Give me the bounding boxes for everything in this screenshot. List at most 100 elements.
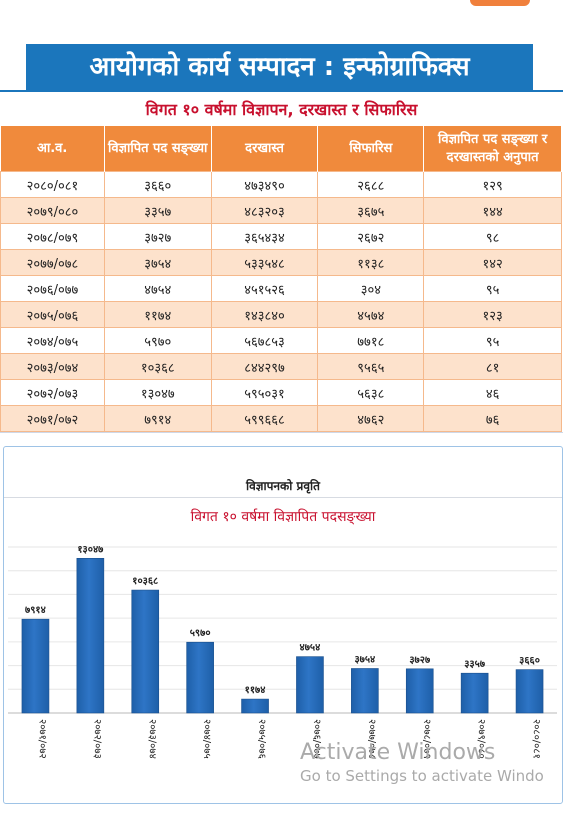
chart-bar bbox=[241, 698, 269, 714]
chart-bar bbox=[76, 557, 105, 714]
bar-value-label: १३०४७ bbox=[77, 544, 104, 555]
cell-applications: ५३३५४८ bbox=[210, 249, 319, 276]
cell-applications: ३६५४३४ bbox=[210, 223, 319, 250]
chart-title: विज्ञापनको प्रवृति bbox=[245, 479, 320, 493]
cell-ratio: ९८ bbox=[423, 223, 562, 250]
bar-value-label: ५९७० bbox=[190, 628, 211, 639]
cell-ratio: ९५ bbox=[423, 275, 562, 302]
cell-ratio: ७६ bbox=[423, 405, 562, 432]
bar-value-label: १०३६८ bbox=[132, 576, 158, 587]
table-row: २०७४/०७५ ५९७० ५६७८५३ ७७१८ ९५ bbox=[0, 327, 562, 354]
table-row: २०७८/०७९ ३७२७ ३६५४३४ २६७२ ९८ bbox=[0, 223, 562, 250]
cell-applications: ५९५०३१ bbox=[210, 379, 319, 406]
cell-applications: १४३८४० bbox=[210, 301, 319, 328]
stats-table: आ.व. विज्ञापित पद सङ्ख्या दरखास्त सिफारि… bbox=[0, 126, 562, 432]
cell-advertised-posts: ११७४ bbox=[103, 301, 212, 328]
cell-ratio: १४२ bbox=[423, 249, 562, 276]
cell-fiscal-year: २०८०/०८१ bbox=[0, 171, 105, 198]
x-tick-label: २०८०/०८१ bbox=[531, 719, 542, 759]
cell-fiscal-year: २०७७/०७८ bbox=[0, 249, 105, 276]
cell-fiscal-year: २०७५/०७६ bbox=[0, 301, 105, 328]
chart-bar bbox=[351, 668, 379, 714]
cell-advertised-posts: १०३६८ bbox=[103, 353, 212, 380]
table-row: २०७२/०७३ १३०४७ ५९५०३१ ५६३८ ४६ bbox=[0, 379, 562, 406]
x-tick-label: २०७२/०७३ bbox=[91, 719, 102, 759]
cell-ratio: ९५ bbox=[423, 327, 562, 354]
cell-advertised-posts: ३७५४ bbox=[103, 249, 212, 276]
cell-advertised-posts: ३७२७ bbox=[103, 223, 212, 250]
bar-value-label: ७९१४ bbox=[25, 605, 46, 616]
table-header-row: आ.व. विज्ञापित पद सङ्ख्या दरखास्त सिफारि… bbox=[0, 126, 562, 172]
cell-recommendations: ७७१८ bbox=[317, 327, 425, 354]
chart-bar bbox=[131, 589, 160, 714]
x-tick-label: २०७६/०७७ bbox=[311, 719, 322, 759]
header-advertised-posts: विज्ञापित पद सङ्ख्या bbox=[104, 126, 212, 172]
cell-recommendations: ५६३८ bbox=[317, 379, 425, 406]
header-applications: दरखास्त bbox=[211, 126, 319, 172]
cell-recommendations: २६८८ bbox=[317, 171, 425, 198]
x-tick-label: २०७५/०७६ bbox=[256, 719, 267, 759]
chart-bar bbox=[405, 668, 434, 714]
x-tick-label: २०७९/०८० bbox=[476, 719, 487, 759]
table-row: २०८०/०८१ ३६६० ४७३४९० २६८८ १२९ bbox=[0, 171, 562, 198]
table-subtitle: विगत १० वर्षमा विज्ञापन, दरखास्त र सिफार… bbox=[145, 100, 418, 119]
table-row: २०७१/०७२ ७९१४ ५९९६६८ ४७६२ ७६ bbox=[0, 405, 562, 432]
watermark-line1: Activate Windows bbox=[300, 740, 496, 765]
cell-applications: ४८३२०३ bbox=[210, 197, 319, 224]
chart-bar bbox=[21, 618, 50, 714]
table-divider bbox=[0, 432, 563, 433]
bar-value-label: ३७२७ bbox=[409, 655, 431, 666]
cell-advertised-posts: ७९१४ bbox=[103, 405, 212, 432]
bar-chart-panel: विज्ञापनको प्रवृति विगत १० वर्षमा विज्ञा… bbox=[3, 446, 563, 804]
chart-subtitle: विगत १० वर्षमा विज्ञापित पदसङ्ख्या bbox=[190, 509, 376, 525]
cell-applications: ५९९६६८ bbox=[210, 405, 319, 432]
x-tick-label: २०७८/०७९ bbox=[421, 719, 432, 759]
windows-activation-watermark: Activate Windows Go to Settings to activ… bbox=[300, 740, 544, 785]
top-decoration bbox=[470, 0, 530, 6]
cell-fiscal-year: २०७२/०७३ bbox=[0, 379, 105, 406]
bar-chart: ७९१४ २०७१/०७२ १३०४७ २०७२/०७३ १०३६८ २०७३/०७४ ५९… bbox=[8, 544, 557, 759]
cell-fiscal-year: २०७३/०७४ bbox=[0, 353, 105, 380]
chart-bar bbox=[296, 656, 324, 714]
table-row: २०७६/०७७ ४७५४ ४५१५२६ ३०४ ९५ bbox=[0, 275, 562, 302]
cell-ratio: ८१ bbox=[423, 353, 562, 380]
cell-recommendations: २६७२ bbox=[317, 223, 425, 250]
banner-underline bbox=[0, 90, 563, 92]
header-fiscal-year: आ.व. bbox=[0, 126, 105, 172]
chart-bar bbox=[515, 669, 544, 714]
x-tick-label: २०७१/०७२ bbox=[36, 719, 47, 759]
cell-ratio: १२९ bbox=[423, 171, 562, 198]
bar-value-label: ११७४ bbox=[245, 685, 266, 696]
cell-fiscal-year: २०७४/०७५ bbox=[0, 327, 105, 354]
cell-advertised-posts: ४७५४ bbox=[103, 275, 212, 302]
cell-ratio: ४६ bbox=[423, 379, 562, 406]
cell-applications: ५६७८५३ bbox=[210, 327, 319, 354]
bar-value-label: ३७५४ bbox=[354, 654, 375, 665]
cell-recommendations: ४५७४ bbox=[317, 301, 425, 328]
x-tick-label: २०७७/०७८ bbox=[366, 719, 377, 759]
cell-advertised-posts: १३०४७ bbox=[103, 379, 212, 406]
page-banner-title: आयोगको कार्य सम्पादन : इन्फोग्राफिक्स bbox=[26, 44, 533, 90]
table-row: २०७७/०७८ ३७५४ ५३३५४८ ११३८ १४२ bbox=[0, 249, 562, 276]
cell-ratio: १४४ bbox=[423, 197, 562, 224]
cell-recommendations: ११३८ bbox=[317, 249, 425, 276]
bar-value-label: ३६६० bbox=[519, 656, 540, 667]
cell-fiscal-year: २०७१/०७२ bbox=[0, 405, 105, 432]
cell-fiscal-year: २०७९/०८० bbox=[0, 197, 105, 224]
cell-advertised-posts: ३३५७ bbox=[103, 197, 212, 224]
cell-ratio: १२३ bbox=[423, 301, 562, 328]
table-row: २०७३/०७४ १०३६८ ८४४२९७ ९५६५ ८१ bbox=[0, 353, 562, 380]
chart-title-divider bbox=[4, 497, 562, 498]
header-recommendations: सिफारिस bbox=[317, 126, 425, 172]
cell-recommendations: ३६७५ bbox=[317, 197, 425, 224]
bar-value-label: ४७५४ bbox=[300, 643, 321, 654]
bar-value-label: ३३५७ bbox=[464, 659, 486, 670]
x-tick-label: २०७४/०७५ bbox=[201, 719, 212, 759]
cell-recommendations: ४७६२ bbox=[317, 405, 425, 432]
table-row: २०७९/०८० ३३५७ ४८३२०३ ३६७५ १४४ bbox=[0, 197, 562, 224]
cell-applications: ८४४२९७ bbox=[210, 353, 319, 380]
cell-fiscal-year: २०७६/०७७ bbox=[0, 275, 105, 302]
header-ratio: विज्ञापित पद सङ्ख्या र दरखास्तको अनुपात bbox=[423, 126, 562, 172]
cell-fiscal-year: २०७८/०७९ bbox=[0, 223, 105, 250]
cell-recommendations: ९५६५ bbox=[317, 353, 425, 380]
